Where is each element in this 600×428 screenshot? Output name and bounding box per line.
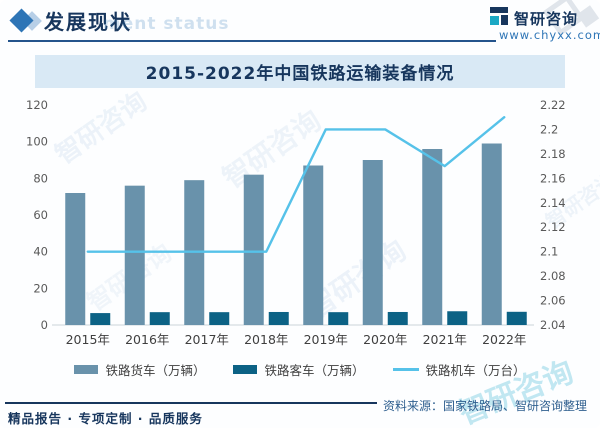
svg-text:100: 100 bbox=[26, 135, 48, 149]
brand-block: 智研咨询 www.chyxx.com bbox=[487, 4, 600, 44]
svg-text:80: 80 bbox=[33, 171, 48, 185]
svg-text:2015年: 2015年 bbox=[66, 332, 110, 347]
footer-tagline: 精品报告 · 专项定制 · 品质服务 bbox=[8, 411, 203, 426]
svg-text:2.2: 2.2 bbox=[540, 122, 558, 136]
svg-text:2.18: 2.18 bbox=[540, 147, 566, 161]
section-title: 发展现状 bbox=[44, 10, 132, 34]
legend-swatch-bar-icon bbox=[74, 365, 99, 374]
legend-label: 铁路货车（万辆） bbox=[105, 363, 206, 378]
chart-title-band: 2015-2022年中国铁路运输装备情况 bbox=[35, 55, 565, 88]
svg-text:2019年: 2019年 bbox=[304, 332, 348, 347]
section-title-ghost-text: ment status bbox=[103, 14, 230, 34]
svg-text:40: 40 bbox=[33, 245, 48, 259]
svg-text:0: 0 bbox=[41, 318, 48, 332]
brand-name: 智研咨询 bbox=[514, 10, 579, 28]
legend-label: 铁路客车（万辆） bbox=[264, 363, 365, 378]
legend-item-passenger-cars: 铁路客车（万辆） bbox=[233, 360, 365, 379]
svg-text:2021年: 2021年 bbox=[423, 332, 467, 347]
svg-text:2016年: 2016年 bbox=[125, 332, 169, 347]
legend-swatch-line-icon bbox=[392, 368, 419, 371]
svg-text:2.12: 2.12 bbox=[540, 220, 566, 234]
header: 发展现状 ment status 智研咨询 www.chyxx.com bbox=[0, 0, 600, 46]
brand-url-link[interactable]: www.chyxx.com bbox=[499, 28, 600, 42]
legend-swatch-bar-icon bbox=[233, 365, 258, 374]
data-source-note: 资料来源：国家铁路局、智研咨询整理 bbox=[383, 399, 588, 413]
svg-text:2.04: 2.04 bbox=[540, 318, 566, 332]
svg-text:2018年: 2018年 bbox=[244, 332, 288, 347]
svg-text:2022年: 2022年 bbox=[482, 332, 526, 347]
svg-text:2020年: 2020年 bbox=[363, 332, 407, 347]
chart-title: 2015-2022年中国铁路运输装备情况 bbox=[145, 64, 455, 84]
header-divider bbox=[8, 40, 496, 42]
svg-text:60: 60 bbox=[33, 208, 48, 222]
svg-text:20: 20 bbox=[33, 281, 48, 295]
chart-legend: 铁路货车（万辆） 铁路客车（万辆） 铁路机车（万台） bbox=[0, 360, 600, 379]
svg-text:2.1: 2.1 bbox=[540, 245, 558, 259]
brand-logo-icon bbox=[490, 7, 508, 25]
svg-text:120: 120 bbox=[26, 98, 48, 112]
svg-text:2.08: 2.08 bbox=[540, 269, 566, 283]
svg-text:2.14: 2.14 bbox=[540, 196, 566, 210]
svg-text:2.22: 2.22 bbox=[540, 98, 566, 112]
svg-text:2.16: 2.16 bbox=[540, 171, 566, 185]
svg-text:2017年: 2017年 bbox=[185, 332, 229, 347]
legend-item-freight-cars: 铁路货车（万辆） bbox=[74, 360, 205, 379]
footer-divider bbox=[5, 402, 377, 404]
chart-canvas: 0 20 40 60 80 100 120 2.04 2.06 2.08 2.1 2.12 2.14 2.… bbox=[26, 98, 566, 347]
svg-text:2.06: 2.06 bbox=[540, 294, 566, 308]
chart-area: 0 20 40 60 80 100 120 2.04 2.06 2.08 2.1 2.12 2.14 2.… bbox=[20, 95, 580, 355]
legend-item-locomotives: 铁路机车（万台） bbox=[392, 360, 526, 379]
diamond-icon bbox=[9, 8, 44, 34]
legend-label: 铁路机车（万台） bbox=[425, 363, 526, 378]
